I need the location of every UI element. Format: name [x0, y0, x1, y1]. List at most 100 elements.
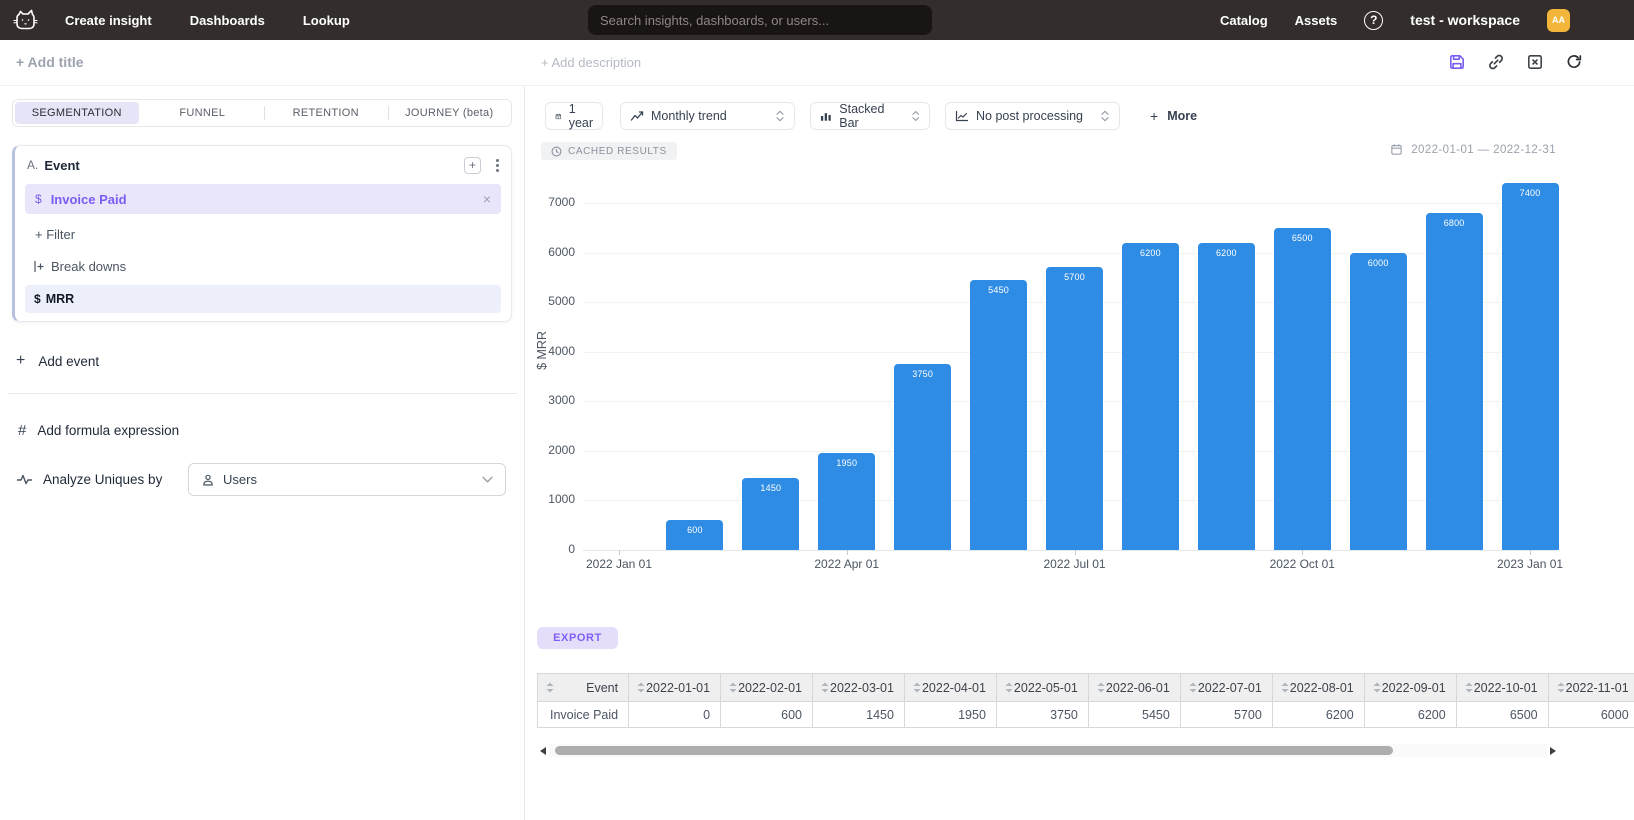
chart-type-value: Stacked Bar [839, 102, 885, 130]
export-button[interactable]: EXPORT [537, 627, 618, 649]
event-group-title: Event [44, 157, 80, 173]
cell-value: 6200 [1271, 701, 1365, 728]
column-header-2022-09-01[interactable]: 2022-09-01 [1363, 673, 1457, 702]
column-header-2022-07-01[interactable]: 2022-07-01 [1179, 673, 1273, 702]
sort-icon [1005, 682, 1013, 693]
column-header-2022-02-01[interactable]: 2022-02-01 [720, 673, 814, 702]
sort-icon [913, 682, 921, 693]
column-header-2022-08-01[interactable]: 2022-08-01 [1271, 673, 1365, 702]
cell-value: 6000 [1547, 701, 1634, 728]
x-axis-tick [1074, 550, 1076, 555]
y-axis-tick-label: 7000 [548, 195, 575, 209]
date-range-value: 2022-01-01 — 2022-12-31 [1411, 143, 1556, 156]
nav-item-create-insight[interactable]: Create insight [65, 12, 152, 28]
bar-value-label: 6200 [1140, 247, 1161, 258]
results-panel: 1 year Monthly trend Stacked Bar No post… [525, 86, 1634, 820]
scroll-left-arrow[interactable] [537, 744, 549, 757]
add-event-button[interactable]: + Add event [16, 352, 99, 370]
trend-line-icon [630, 111, 644, 121]
cached-results-label: CACHED RESULTS [568, 145, 667, 157]
bar-2022-05-01[interactable]: 3750 [894, 364, 952, 550]
add-description-button[interactable]: + Add description [541, 55, 642, 70]
x-axis-tick-label: 2022 Jan 01 [585, 557, 653, 571]
bar-2022-04-01[interactable]: 1950 [818, 453, 876, 550]
sort-icon [821, 682, 829, 693]
tab-retention[interactable]: RETENTION [264, 100, 388, 126]
clock-icon [551, 146, 562, 156]
export-excel-button[interactable] [1525, 52, 1545, 72]
bar-2022-11-01[interactable]: 6000 [1349, 252, 1407, 550]
trend-select[interactable]: Monthly trend [620, 102, 795, 130]
column-header-2022-01-01[interactable]: 2022-01-01 [628, 673, 722, 702]
bar-2022-12-01[interactable]: 6800 [1425, 212, 1483, 550]
column-header-2022-04-01[interactable]: 2022-04-01 [903, 673, 997, 702]
duplicate-event-button[interactable]: + [464, 156, 481, 174]
bar-2023-01-01[interactable]: 7400 [1501, 183, 1559, 550]
refresh-button[interactable] [1564, 52, 1584, 72]
breakdowns-button[interactable]: Break downs [33, 259, 511, 274]
avatar[interactable]: AA [1547, 8, 1570, 32]
remove-event-icon[interactable]: × [482, 191, 491, 207]
event-group-actions: + [464, 156, 499, 174]
breakdown-item-row[interactable]: $ MRR [25, 285, 501, 313]
x-axis-tick-label: 2022 Apr 01 [814, 557, 880, 571]
chevrons-updown-icon [911, 110, 919, 122]
nav-item-lookup[interactable]: Lookup [302, 12, 350, 28]
scroll-right-arrow[interactable] [1547, 744, 1559, 757]
workspace-name[interactable]: test - workspace [1410, 12, 1520, 28]
tab-segmentation[interactable]: SEGMENTATION [15, 102, 139, 124]
nav-item-dashboards[interactable]: Dashboards [189, 12, 265, 28]
help-icon[interactable]: ? [1364, 10, 1384, 30]
bar-2022-08-01[interactable]: 6200 [1121, 242, 1179, 550]
selected-event-row[interactable]: $ Invoice Paid × [25, 184, 501, 214]
bar-2022-07-01[interactable]: 5700 [1046, 267, 1104, 550]
add-filter-button[interactable]: + Filter [35, 227, 76, 242]
post-processing-value: No post processing [976, 109, 1084, 123]
date-range-button[interactable]: 1 year [545, 102, 603, 130]
chart-type-select[interactable]: Stacked Bar [810, 102, 930, 130]
add-event-label: Add event [38, 353, 100, 369]
bar-value-label: 600 [687, 525, 703, 536]
analyze-by-select[interactable]: Users [188, 463, 506, 496]
bar-chart-icon [820, 113, 831, 121]
column-header-2022-06-01[interactable]: 2022-06-01 [1087, 673, 1181, 702]
nav-item-assets[interactable]: Assets [1294, 12, 1338, 28]
bar-value-label: 1450 [760, 483, 782, 494]
column-header-2022-11-01[interactable]: 2022-11-01 [1547, 673, 1634, 702]
sort-icon [1465, 682, 1473, 693]
bar-2022-09-01[interactable]: 6200 [1197, 242, 1255, 550]
save-button[interactable] [1447, 52, 1467, 72]
cell-value: 6500 [1455, 701, 1549, 728]
column-header-event[interactable]: Event [536, 673, 630, 702]
bar-2022-03-01[interactable]: 1450 [742, 478, 800, 550]
chart-toolbar: 1 year Monthly trend Stacked Bar No post… [545, 102, 1197, 130]
sort-icon [729, 682, 737, 693]
more-options-button[interactable]: + More [1150, 108, 1197, 124]
trend-select-value: Monthly trend [651, 109, 727, 123]
cell-value: 1450 [812, 701, 905, 728]
column-header-2022-03-01[interactable]: 2022-03-01 [812, 673, 905, 702]
scrollbar-track[interactable] [549, 744, 1547, 757]
breakdowns-label: Break downs [51, 259, 127, 274]
scrollbar-thumb[interactable] [555, 746, 1393, 755]
copy-link-button[interactable] [1486, 52, 1506, 72]
search-input[interactable] [588, 5, 932, 35]
bar-2022-10-01[interactable]: 6500 [1273, 227, 1331, 550]
date-range-label: 1 year [568, 102, 594, 130]
column-header-2022-10-01[interactable]: 2022-10-01 [1455, 673, 1549, 702]
dollar-type-icon: $ [35, 192, 42, 206]
bar-2022-06-01[interactable]: 5450 [970, 279, 1028, 550]
tab-journey[interactable]: JOURNEY (beta) [387, 100, 512, 126]
nav-item-catalog[interactable]: Catalog [1219, 12, 1268, 28]
bar-value-label: 7400 [1519, 188, 1541, 199]
bar-2022-02-01[interactable]: 600 [666, 520, 724, 550]
legend-item-invoice-paid[interactable]: INVOICE PAID [1016, 595, 1085, 606]
brand-logo[interactable] [9, 7, 41, 33]
post-processing-select[interactable]: No post processing [945, 102, 1120, 130]
tab-funnel[interactable]: FUNNEL [179, 107, 226, 119]
column-header-2022-05-01[interactable]: 2022-05-01 [995, 673, 1089, 702]
add-title-button[interactable]: + Add title [16, 54, 84, 70]
add-formula-button[interactable]: # Add formula expression [18, 422, 179, 439]
kebab-menu-icon[interactable] [496, 158, 499, 172]
nav-right: Catalog Assets ? test - workspace AA [1220, 0, 1570, 40]
